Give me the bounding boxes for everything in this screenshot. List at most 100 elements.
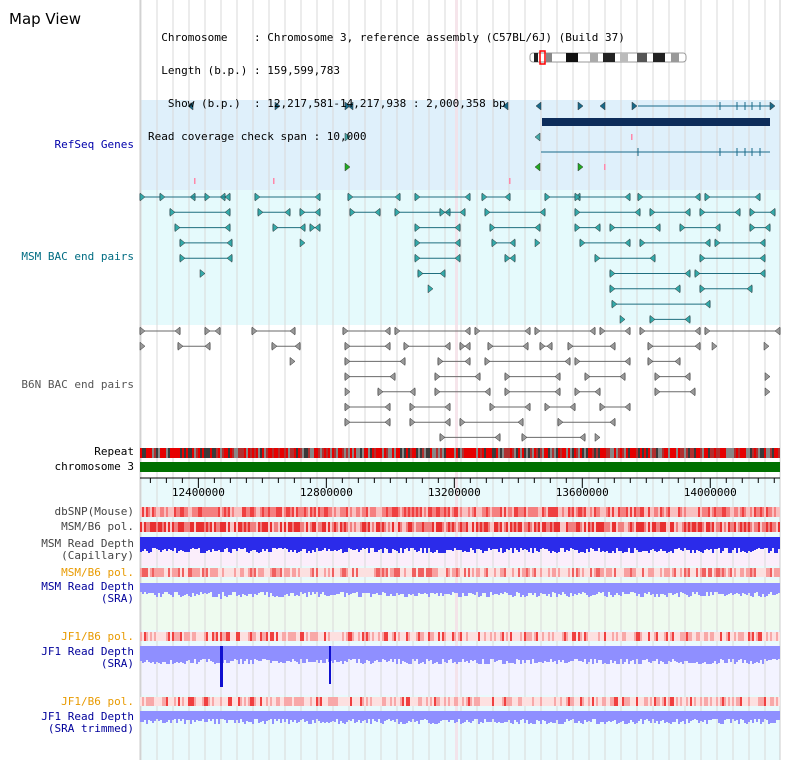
- depth-bar: [334, 711, 336, 722]
- heat-cell: [532, 568, 534, 577]
- bac-end: [384, 326, 391, 336]
- track-label-msm-b6-pol-2: MSM/B6 pol.: [61, 566, 134, 579]
- heat-cell: [306, 632, 308, 641]
- depth-bar: [600, 711, 602, 722]
- heat-cell: [758, 568, 760, 577]
- depth-bar: [572, 646, 574, 661]
- depth-bar: [496, 711, 498, 723]
- depth-bar: [622, 646, 624, 664]
- depth-bar: [634, 537, 636, 548]
- repeat-segment: [536, 448, 538, 458]
- jf1-b6-pol-track: [140, 632, 780, 641]
- depth-bar: [282, 711, 284, 719]
- heat-cell: [306, 522, 308, 532]
- bac-end: [574, 192, 581, 202]
- gene-arrow: [631, 101, 638, 111]
- depth-bar: [500, 646, 502, 660]
- heat-cell: [372, 697, 374, 706]
- repeat-segment: [160, 448, 162, 458]
- repeat-segment: [360, 448, 362, 458]
- heat-cell: [210, 697, 212, 706]
- heat-cell: [230, 522, 232, 532]
- heat-cell: [662, 632, 664, 641]
- depth-bar: [566, 711, 568, 719]
- heat-cell: [702, 507, 704, 517]
- heat-cell: [338, 507, 340, 517]
- depth-bar: [762, 537, 764, 549]
- heat-cell: [218, 507, 220, 517]
- heat-cell: [714, 697, 716, 706]
- heat-cell: [252, 632, 254, 641]
- heat-cell: [588, 507, 590, 517]
- depth-bar: [402, 583, 404, 594]
- bac-end: [694, 326, 701, 336]
- repeat-segment: [198, 448, 200, 458]
- depth-bar: [304, 537, 306, 549]
- heat-cell: [142, 697, 144, 706]
- heat-cell: [326, 507, 328, 517]
- depth-bar: [588, 583, 590, 597]
- depth-bar: [212, 583, 214, 597]
- heat-cell: [180, 697, 182, 706]
- depth-bar: [324, 711, 326, 723]
- heat-cell: [636, 568, 638, 577]
- bac-end: [619, 372, 626, 382]
- depth-bar: [592, 583, 594, 595]
- heat-cell: [336, 568, 338, 577]
- heat-cell: [320, 507, 322, 517]
- repeat-segment: [568, 448, 570, 458]
- heat-cell: [350, 697, 352, 706]
- repeat-segment: [682, 448, 684, 458]
- heat-cell: [354, 507, 356, 517]
- depth-bar: [478, 711, 480, 724]
- depth-bar: [406, 646, 408, 663]
- repeat-segment: [158, 448, 160, 458]
- heat-cell: [152, 632, 154, 641]
- heat-cell: [770, 568, 772, 577]
- depth-bar: [624, 711, 626, 724]
- heat-cell: [232, 697, 234, 706]
- bac-end: [749, 207, 756, 217]
- depth-bar: [470, 711, 472, 723]
- heat-cell: [728, 568, 730, 577]
- depth-bar: [470, 646, 472, 660]
- depth-bar: [502, 583, 504, 594]
- repeat-segment: [190, 448, 192, 458]
- heat-cell: [298, 522, 300, 532]
- heat-cell: [264, 632, 266, 641]
- heat-cell: [480, 697, 482, 706]
- gene-arrow: [599, 101, 606, 111]
- depth-bar: [142, 537, 144, 551]
- depth-bar: [446, 583, 448, 594]
- depth-bar: [208, 583, 210, 593]
- heat-cell: [636, 697, 638, 706]
- heat-cell: [652, 632, 654, 641]
- track-label-msm-depth-sra: MSM Read Depth (SRA): [41, 580, 134, 605]
- depth-bar: [466, 537, 468, 552]
- depth-bar: [236, 583, 238, 596]
- depth-bar: [520, 583, 522, 597]
- repeat-segment: [674, 448, 676, 458]
- depth-bar: [150, 583, 152, 593]
- depth-bar: [578, 537, 580, 553]
- depth-bar: [382, 711, 384, 724]
- depth-bar: [302, 711, 304, 719]
- depth-bar: [718, 583, 720, 594]
- depth-bar: [242, 583, 244, 594]
- depth-bar: [688, 646, 690, 663]
- heat-cell: [586, 632, 588, 641]
- heat-cell: [588, 522, 590, 532]
- heat-cell: [518, 697, 520, 706]
- depth-bar: [344, 537, 346, 552]
- depth-bar: [522, 646, 524, 660]
- heat-cell: [778, 697, 780, 706]
- depth-bar: [376, 646, 378, 660]
- heat-cell: [486, 697, 488, 706]
- heat-cell: [652, 507, 654, 517]
- heat-cell: [736, 632, 738, 641]
- repeat-segment: [272, 448, 274, 458]
- heat-cell: [518, 507, 520, 517]
- depth-bar: [582, 583, 584, 592]
- depth-bar: [436, 711, 438, 724]
